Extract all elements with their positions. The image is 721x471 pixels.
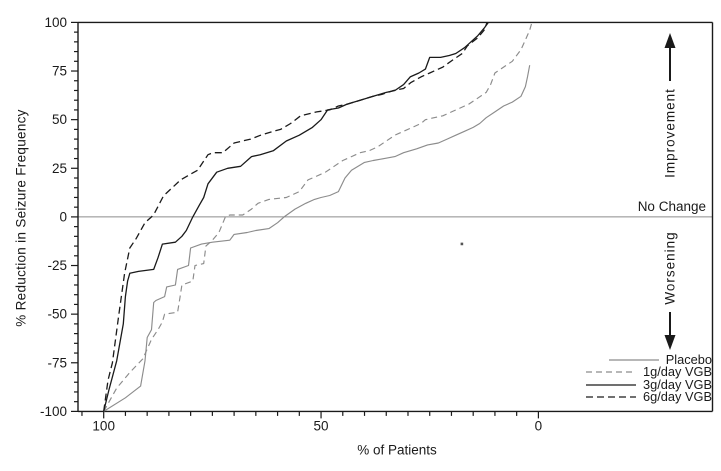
legend-label-1g-day-vgb: 1g/day VGB <box>642 364 712 380</box>
improvement-label: Improvement <box>662 88 678 178</box>
legend-line-sample-1g-day-vgb <box>585 371 636 374</box>
y-tick-label: 0 <box>59 209 67 224</box>
legend-line-sample-6g-day-vgb <box>585 396 636 398</box>
y-tick-label: -50 <box>47 307 67 322</box>
legend-label-6g-day-vgb: 6g/day VGB <box>642 388 712 404</box>
y-tick-label: 75 <box>52 64 67 79</box>
y-tick-label: 25 <box>52 161 67 176</box>
y-tick-label: -25 <box>47 258 67 273</box>
y-tick-label: -100 <box>40 404 67 419</box>
legend-item-1g-day-vgb: 1g/day VGB <box>552 364 712 380</box>
y-axis-title: % Reduction in Seizure Frequency <box>13 109 29 327</box>
no-change-label: No Change <box>637 199 706 214</box>
improvement-arrow-up-icon <box>664 33 676 81</box>
legend-item-3g-day-vgb: 3g/day VGB <box>552 376 712 392</box>
x-tick-label: 100 <box>92 418 115 433</box>
legend-line-sample-placebo <box>608 359 659 361</box>
x-tick-label: 50 <box>314 418 329 433</box>
legend: Placebo 1g/day VGB 3g/day VGB 6g/day VGB <box>552 352 712 404</box>
worsening-arrow-down-icon <box>664 312 676 350</box>
series-line-1g-day-vgb <box>103 22 533 412</box>
series-line-6g-day-vgb <box>103 22 488 412</box>
x-axis-title: % of Patients <box>357 442 437 458</box>
stray-data-point <box>460 242 464 246</box>
legend-line-sample-3g-day-vgb <box>585 384 636 386</box>
legend-item-placebo: Placebo <box>552 352 712 367</box>
y-tick-label: 100 <box>44 15 67 30</box>
y-tick-label: 50 <box>52 112 67 127</box>
worsening-label: Worsening <box>662 231 678 305</box>
y-tick-label: -75 <box>47 355 67 370</box>
legend-item-6g-day-vgb: 6g/day VGB <box>552 388 712 404</box>
x-tick-label: 0 <box>535 418 543 433</box>
legend-label-placebo: Placebo <box>665 352 712 367</box>
series-line-placebo <box>103 65 531 412</box>
series-line-3g-day-vgb <box>103 22 489 412</box>
legend-label-3g-day-vgb: 3g/day VGB <box>642 376 712 392</box>
